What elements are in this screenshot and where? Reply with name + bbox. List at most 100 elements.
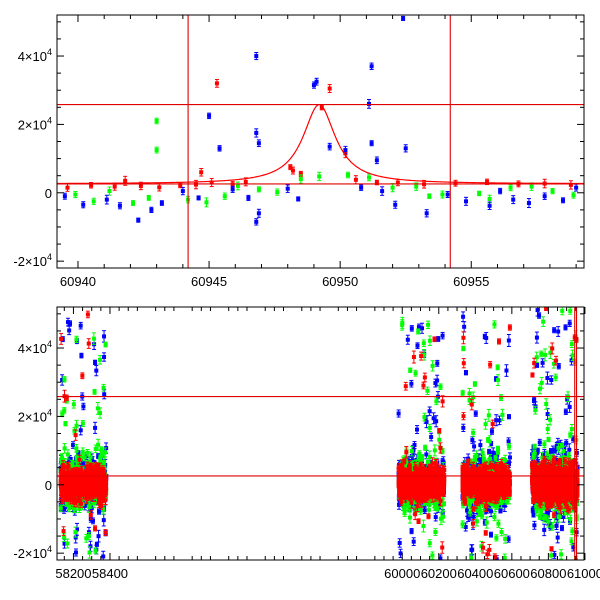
data-point-marker bbox=[257, 187, 261, 191]
data-point bbox=[359, 185, 363, 190]
data-point bbox=[236, 182, 240, 190]
data-point-marker bbox=[62, 535, 66, 539]
data-point bbox=[317, 172, 321, 180]
data-point bbox=[88, 547, 92, 558]
data-point bbox=[100, 447, 104, 452]
data-point-marker bbox=[65, 186, 69, 190]
data-point bbox=[404, 145, 408, 152]
data-point-marker bbox=[67, 328, 71, 332]
x-tick-label: 60950 bbox=[322, 274, 358, 289]
data-point-marker bbox=[231, 187, 235, 191]
data-point-marker bbox=[88, 551, 92, 555]
data-point-marker bbox=[401, 16, 405, 20]
data-point-marker bbox=[87, 534, 91, 538]
x-tick-label: 60955 bbox=[453, 274, 489, 289]
data-point bbox=[131, 201, 135, 206]
data-point-marker bbox=[215, 81, 219, 85]
data-point-marker bbox=[81, 404, 85, 408]
data-point bbox=[92, 198, 96, 204]
data-point bbox=[561, 198, 565, 203]
data-point-marker bbox=[498, 189, 502, 193]
data-point bbox=[391, 184, 395, 192]
data-point bbox=[569, 181, 573, 189]
data-point bbox=[328, 143, 332, 150]
data-point bbox=[107, 187, 111, 195]
data-point bbox=[62, 408, 66, 414]
data-point bbox=[102, 514, 106, 526]
data-point bbox=[62, 533, 66, 541]
data-point bbox=[254, 52, 258, 59]
data-point-marker bbox=[236, 184, 240, 188]
data-point bbox=[464, 197, 468, 205]
data-point bbox=[498, 188, 502, 193]
data-point-marker bbox=[543, 194, 547, 198]
data-point-marker bbox=[427, 194, 431, 198]
data-point-marker bbox=[367, 102, 371, 106]
data-point bbox=[401, 16, 405, 20]
data-point-marker bbox=[81, 422, 85, 426]
data-point-marker bbox=[527, 201, 531, 205]
data-point-marker bbox=[123, 179, 127, 183]
data-point-marker bbox=[328, 145, 332, 149]
data-point bbox=[88, 541, 92, 551]
data-point-marker bbox=[404, 146, 408, 150]
data-point-marker bbox=[79, 502, 83, 506]
data-point-marker bbox=[155, 148, 159, 152]
data-point-marker bbox=[72, 402, 76, 406]
data-point bbox=[425, 210, 429, 217]
plot-area bbox=[57, 16, 584, 225]
data-point-marker bbox=[194, 183, 198, 187]
data-point-marker bbox=[102, 392, 106, 396]
data-point-marker bbox=[139, 184, 143, 188]
data-point-marker bbox=[370, 64, 374, 68]
data-point-marker bbox=[254, 131, 258, 135]
data-point-marker bbox=[254, 220, 258, 224]
data-point-marker bbox=[367, 175, 371, 179]
data-point-marker bbox=[199, 170, 203, 174]
data-point-marker bbox=[291, 169, 295, 173]
data-point-marker bbox=[92, 502, 96, 506]
x-tick-label: 60940 bbox=[60, 274, 96, 289]
data-point bbox=[254, 219, 258, 225]
data-point-marker bbox=[354, 178, 358, 182]
data-point-marker bbox=[74, 337, 78, 341]
data-point bbox=[354, 176, 358, 184]
data-point bbox=[147, 196, 151, 201]
data-point-marker bbox=[66, 320, 70, 324]
y-tick-label: -2×104 bbox=[13, 252, 52, 269]
data-point bbox=[286, 185, 290, 192]
data-point bbox=[79, 322, 83, 329]
data-point-marker bbox=[93, 426, 97, 430]
data-point-marker bbox=[59, 506, 63, 510]
data-point bbox=[427, 194, 431, 199]
data-point bbox=[210, 178, 214, 186]
data-point bbox=[223, 193, 227, 199]
data-point-marker bbox=[65, 542, 69, 546]
data-point-marker bbox=[488, 197, 492, 201]
data-point-marker bbox=[131, 201, 135, 205]
data-point-marker bbox=[296, 197, 300, 201]
data-point-marker bbox=[101, 554, 105, 558]
data-point bbox=[509, 185, 513, 191]
data-point bbox=[63, 422, 67, 426]
data-point bbox=[574, 184, 578, 191]
data-point bbox=[551, 188, 555, 193]
data-point-marker bbox=[147, 196, 151, 200]
data-point-marker bbox=[551, 189, 555, 193]
data-point-marker bbox=[62, 377, 66, 381]
data-point-marker bbox=[79, 354, 83, 358]
data-point bbox=[393, 201, 397, 208]
data-point bbox=[199, 169, 203, 177]
data-point bbox=[477, 191, 481, 195]
data-point bbox=[454, 180, 458, 186]
data-point-marker bbox=[509, 186, 513, 190]
data-point-marker bbox=[98, 411, 102, 415]
data-point-marker bbox=[81, 203, 85, 207]
data-point-marker bbox=[359, 186, 363, 190]
data-point-marker bbox=[136, 218, 140, 222]
data-point bbox=[104, 342, 108, 347]
data-point-marker bbox=[375, 158, 379, 162]
data-point bbox=[79, 426, 83, 435]
data-point bbox=[572, 192, 576, 198]
